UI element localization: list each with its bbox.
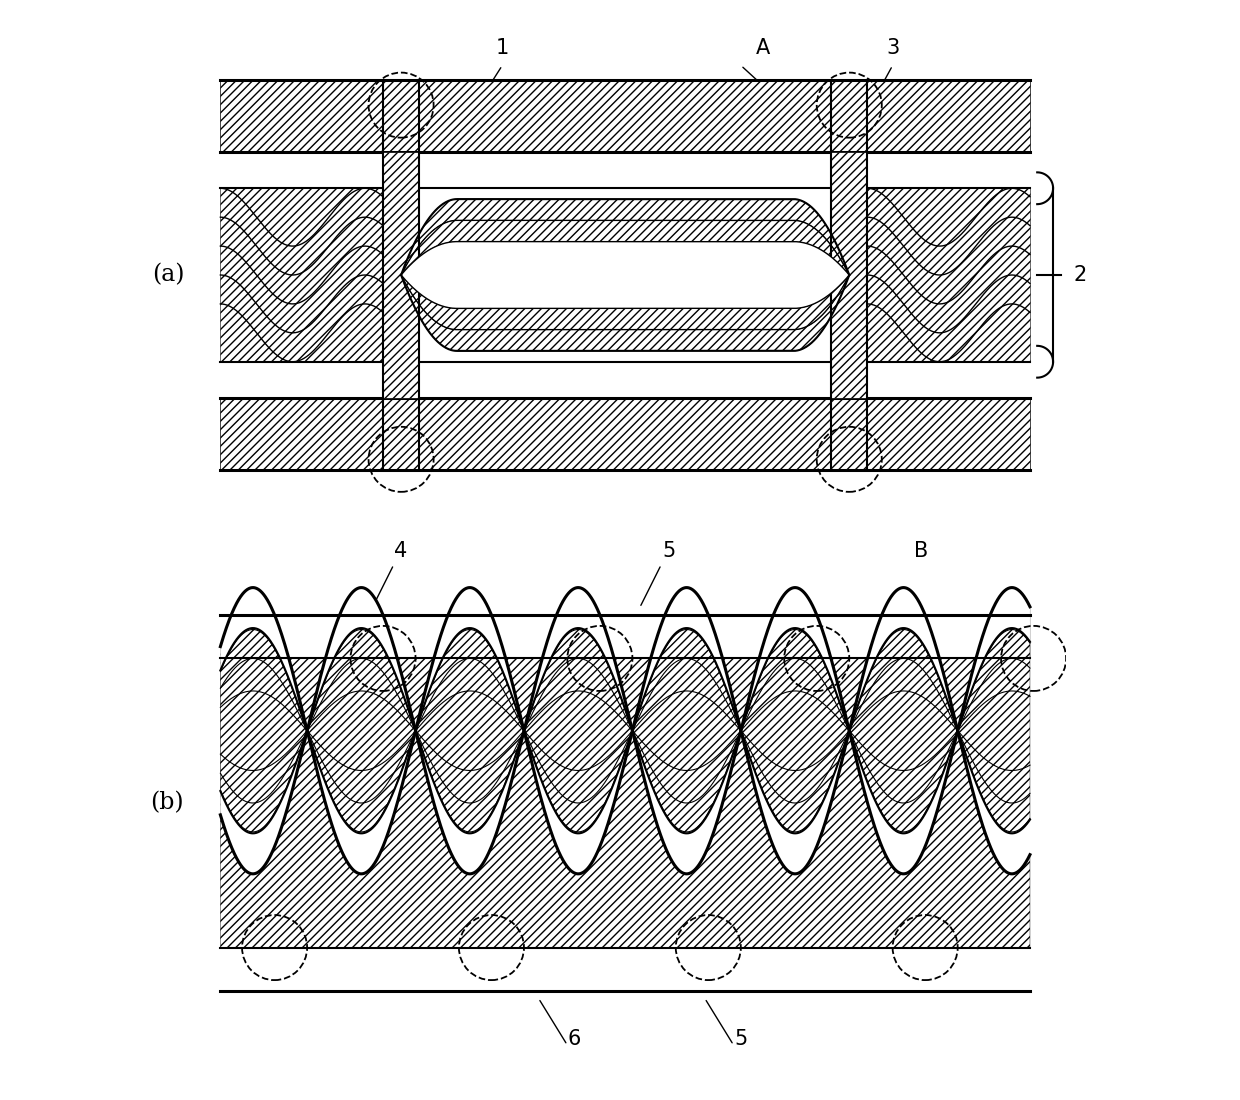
Polygon shape bbox=[401, 199, 849, 275]
Polygon shape bbox=[221, 587, 1030, 947]
Text: A: A bbox=[755, 39, 770, 58]
Text: 5: 5 bbox=[734, 1028, 748, 1048]
Polygon shape bbox=[221, 587, 1030, 873]
Text: (b): (b) bbox=[150, 792, 185, 814]
Text: 5: 5 bbox=[662, 541, 675, 561]
FancyBboxPatch shape bbox=[221, 80, 1030, 152]
Polygon shape bbox=[401, 220, 849, 275]
Polygon shape bbox=[221, 587, 1030, 873]
Text: 2: 2 bbox=[1074, 265, 1086, 285]
Polygon shape bbox=[401, 275, 849, 351]
Polygon shape bbox=[401, 199, 849, 351]
Text: 4: 4 bbox=[394, 541, 408, 561]
Text: 6: 6 bbox=[568, 1028, 582, 1048]
Polygon shape bbox=[383, 152, 419, 398]
Polygon shape bbox=[401, 275, 849, 330]
Polygon shape bbox=[401, 242, 849, 308]
Text: 1: 1 bbox=[496, 39, 508, 58]
Polygon shape bbox=[221, 628, 1030, 834]
Polygon shape bbox=[867, 188, 1030, 362]
FancyBboxPatch shape bbox=[221, 398, 1030, 470]
Polygon shape bbox=[401, 220, 849, 330]
Polygon shape bbox=[221, 587, 1030, 873]
Text: B: B bbox=[914, 541, 929, 561]
Text: (a): (a) bbox=[151, 264, 185, 286]
Polygon shape bbox=[831, 152, 867, 398]
Text: 3: 3 bbox=[887, 39, 899, 58]
Polygon shape bbox=[221, 188, 383, 362]
